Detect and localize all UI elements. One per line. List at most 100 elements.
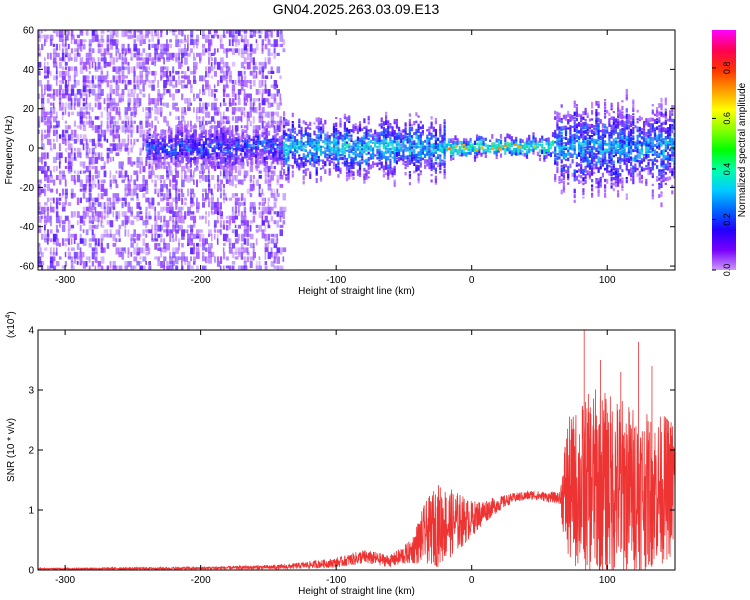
spectrogram-cell [70, 175, 74, 182]
spectrogram-cell [97, 75, 102, 82]
spectrogram-cell [49, 229, 53, 234]
spectrogram-cell [623, 148, 626, 152]
spectrogram-cell [85, 120, 90, 125]
spectrogram-cell [38, 197, 40, 204]
spectrogram-cell [612, 149, 615, 155]
spectrogram-cell [597, 189, 600, 193]
spectrogram-cell [85, 66, 88, 72]
spectrogram-cell [67, 229, 70, 234]
spectrogram-cell [317, 147, 320, 151]
spectrogram-cell [400, 155, 403, 159]
spectrogram-cell [181, 165, 186, 172]
spectrogram-cell [200, 155, 203, 160]
spectrogram-cell [88, 184, 92, 192]
spectrogram-cell [270, 247, 273, 255]
spectrogram-cell [291, 129, 294, 133]
spectrogram-cell [187, 133, 190, 137]
spectrogram-cell [194, 159, 197, 164]
spectrogram-cell [228, 144, 231, 150]
spectrogram-cell [115, 43, 118, 49]
spectrogram-cell [145, 224, 147, 229]
spectrogram-cell [395, 140, 398, 146]
spectrogram-cell [252, 75, 256, 79]
spectrogram-cell [567, 168, 570, 173]
spectrogram-cell [209, 128, 212, 132]
spectrogram-cell [115, 170, 118, 174]
spectrogram-cell [313, 160, 316, 164]
spectrogram-cell [118, 93, 122, 100]
spectrogram-cell [599, 138, 602, 141]
spectrogram-cell [215, 132, 218, 136]
spectrogram-cell [55, 120, 60, 128]
spectrogram-cell [337, 135, 340, 140]
spectrogram-cell [160, 261, 163, 269]
spectrogram-cell [619, 120, 622, 126]
spectrogram-cell [185, 129, 188, 133]
spectrogram-cell [365, 147, 368, 152]
spectrogram-cell [497, 139, 500, 142]
spectrogram-cell [261, 93, 264, 100]
spectrogram-cell [382, 129, 385, 134]
spectrogram-cell [145, 211, 148, 219]
spectrogram-cell [538, 143, 542, 147]
spectrogram-cell [142, 134, 145, 141]
spectrogram-cell [216, 215, 219, 223]
spectrogram-cell [127, 93, 131, 98]
spectrogram-cell [46, 184, 51, 192]
spectrogram-cell [192, 138, 195, 143]
spectrogram-cell [417, 159, 420, 164]
spectrogram-cell [443, 127, 446, 132]
spectrogram-cell [604, 178, 607, 183]
spectrogram-cell [578, 168, 581, 173]
spectrogram-cell [595, 147, 598, 152]
spectrogram-cell [249, 256, 253, 261]
spectrogram-cell [152, 141, 156, 145]
spectrogram-cell [541, 135, 544, 139]
spectrogram-cell [154, 175, 158, 179]
spectrogram-cell [169, 238, 172, 242]
spectrogram-cell [202, 75, 206, 82]
spectrogram-cell [209, 142, 212, 147]
spectrogram-cell [100, 57, 104, 62]
spectrogram-cell [231, 130, 234, 135]
spectrogram-cell [623, 140, 626, 145]
spectrogram-cell [525, 154, 529, 159]
spectrogram-cell [640, 180, 643, 184]
spectrogram-cell [612, 133, 615, 136]
spectrogram-cell [109, 116, 114, 125]
spectrogram-cell [46, 84, 51, 92]
spectrogram-cell [97, 80, 102, 87]
spectrogram-cell [569, 138, 572, 143]
spectrogram-cell [44, 188, 47, 197]
spectrogram-cell [610, 102, 613, 108]
spectrogram-cell [287, 156, 290, 160]
spectrogram-cell [601, 158, 604, 163]
spectrogram-cell [584, 174, 587, 179]
spectrogram-cell [586, 156, 589, 162]
spectrogram-cell [478, 152, 481, 155]
spectrogram-cell [85, 102, 89, 109]
spectrogram-cell [330, 146, 333, 152]
spectrogram-cell [58, 89, 62, 96]
spectrogram-cell [249, 43, 253, 52]
spectrogram-cell [515, 136, 518, 142]
spectrogram-cell [249, 242, 253, 249]
spectrogram-cell [52, 197, 55, 204]
spectrogram-cell [625, 119, 628, 123]
spectrogram-cell [181, 251, 185, 260]
spectrogram-cell [52, 102, 55, 109]
spectrogram-cell [564, 158, 568, 161]
spectrogram-cell [237, 211, 240, 216]
spectrogram-cell [439, 165, 442, 170]
spectrogram-cell [267, 220, 270, 228]
spectrogram-cell [157, 188, 161, 194]
spectrogram-cell [361, 153, 364, 156]
spectrogram-cell [421, 149, 424, 154]
spectrogram-cell [181, 215, 185, 224]
spectrogram-cell [88, 224, 93, 231]
spectrogram-cell [181, 156, 184, 163]
spectrogram-cell [124, 224, 127, 229]
spectrogram-cell [541, 143, 544, 149]
spectrogram-cell [311, 146, 314, 149]
spectrogram-cell [610, 185, 613, 189]
